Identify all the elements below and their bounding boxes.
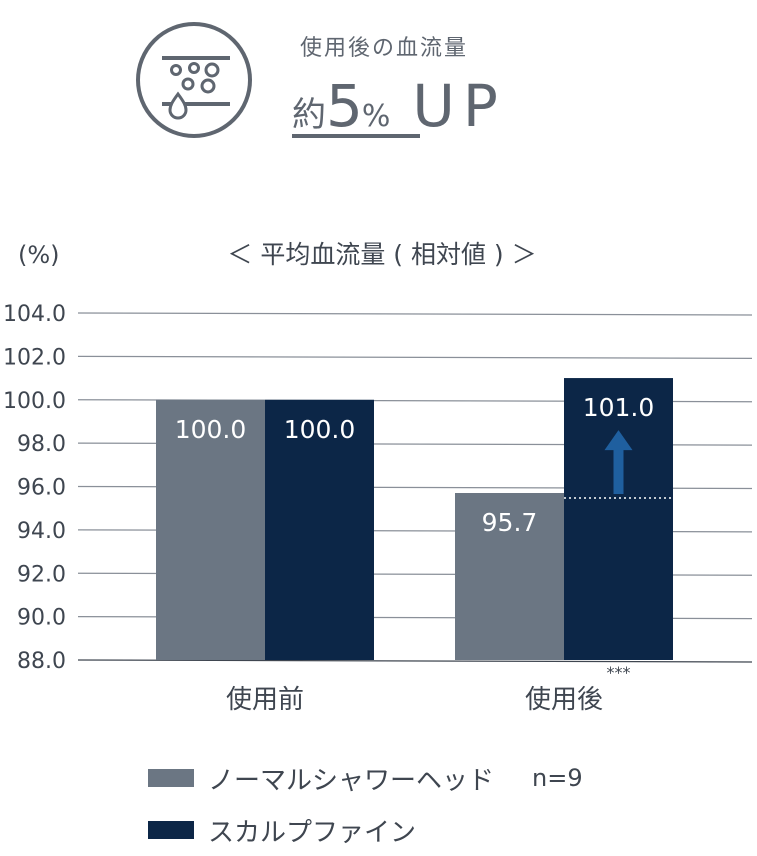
chart-title: ＜ 平均血流量 ( 相対値 ) ＞ <box>227 240 536 269</box>
legend-item: スカルプファイン <box>148 804 583 856</box>
header-subtitle: 使用後の血流量 <box>300 36 469 61</box>
y-tick-label: 96.0 <box>17 476 66 501</box>
header-unit: % <box>361 99 391 134</box>
legend-item: ノーマルシャワーヘッド n=9 <box>148 752 583 804</box>
y-tick-label: 100.0 <box>3 389 66 414</box>
y-tick-label: 104.0 <box>3 302 66 327</box>
bar <box>564 378 673 660</box>
increase-arrow-head <box>604 430 633 451</box>
data-labels: 100.0 100.0 95.7 101.0 <box>175 393 655 537</box>
y-tick-label: 98.0 <box>17 432 66 457</box>
data-label: 101.0 <box>583 393 655 422</box>
y-tick-label: 92.0 <box>17 562 66 587</box>
header-approx: 約 <box>292 95 326 135</box>
header-underline <box>292 134 420 138</box>
header-headline: 約5% UP <box>292 72 506 142</box>
legend-swatch <box>148 769 194 787</box>
y-tick-label: 88.0 <box>17 649 66 674</box>
legend-swatch <box>148 821 194 839</box>
y-tick-label: 102.0 <box>3 345 66 370</box>
y-tick-label: 94.0 <box>17 519 66 544</box>
header-value: 5 <box>326 72 363 140</box>
bar-chart: (%) ＜ 平均血流量 ( 相対値 ) ＞ 88.0 90.0 92.0 94.0 96… <box>3 240 753 715</box>
grid-line <box>77 659 753 663</box>
reference-layer: *** <box>564 430 673 682</box>
legend-label: ノーマルシャワーヘッド <box>208 765 495 796</box>
data-label: 100.0 <box>284 415 356 444</box>
x-tick-labels: 使用前 使用後 <box>226 685 603 715</box>
data-label: 95.7 <box>482 508 538 537</box>
x-tick-label: 使用前 <box>226 685 304 715</box>
blood-flow-icon <box>136 22 252 138</box>
data-label: 100.0 <box>175 415 247 444</box>
significance-mark: *** <box>607 663 631 682</box>
y-tick-labels: 88.0 90.0 92.0 94.0 96.0 98.0 100.0 102.0 104.0 <box>3 302 66 674</box>
legend: ノーマルシャワーヘッド n=9 スカルプファイン <box>148 752 583 856</box>
legend-label: スカルプファイン <box>208 817 417 848</box>
bar <box>455 493 564 660</box>
bar <box>156 399 265 660</box>
bars <box>156 378 673 660</box>
increase-arrow-shaft <box>613 448 624 495</box>
sample-size: n=9 <box>532 764 583 792</box>
header-up: UP <box>412 72 506 140</box>
y-tick-label: 90.0 <box>17 606 66 631</box>
x-tick-label: 使用後 <box>525 685 603 715</box>
bar <box>265 399 374 660</box>
grid-line <box>77 312 753 316</box>
y-axis-unit: (%) <box>18 241 60 269</box>
grid-line <box>77 355 753 359</box>
